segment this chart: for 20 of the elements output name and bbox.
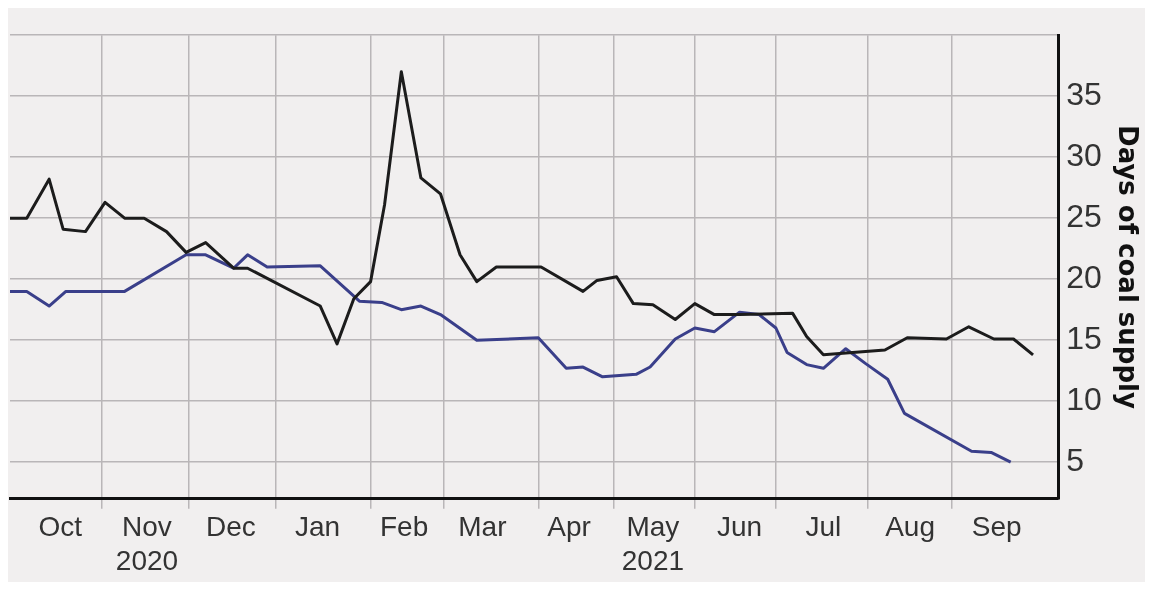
x-tick-label: Feb <box>380 511 429 543</box>
x-tick-label: Dec <box>205 511 256 543</box>
y-axis-title: Days of coal supply <box>1112 125 1143 409</box>
x-tick-label: Sep <box>971 511 1022 543</box>
y-tick-label: 15 <box>1066 320 1102 357</box>
x-tick-label: Oct <box>38 511 83 543</box>
x-tick-label: Jan <box>294 511 341 543</box>
y-tick-label: 25 <box>1066 198 1102 235</box>
x-tick-label: Apr <box>547 511 591 543</box>
y-tick-label: 30 <box>1066 137 1102 174</box>
x-tick-label: Jul <box>805 511 842 543</box>
x-tick-label: Nov 2020 <box>115 511 179 576</box>
y-tick-label: 20 <box>1066 259 1102 296</box>
y-tick-label: 5 <box>1066 442 1084 479</box>
x-tick-label: May 2021 <box>621 511 685 576</box>
y-tick-label: 35 <box>1066 76 1102 113</box>
y-tick-label: 10 <box>1066 381 1102 418</box>
x-tick-label: Mar <box>458 511 507 543</box>
x-tick-label: Jun <box>716 511 763 543</box>
x-tick-label: Aug <box>885 511 935 543</box>
